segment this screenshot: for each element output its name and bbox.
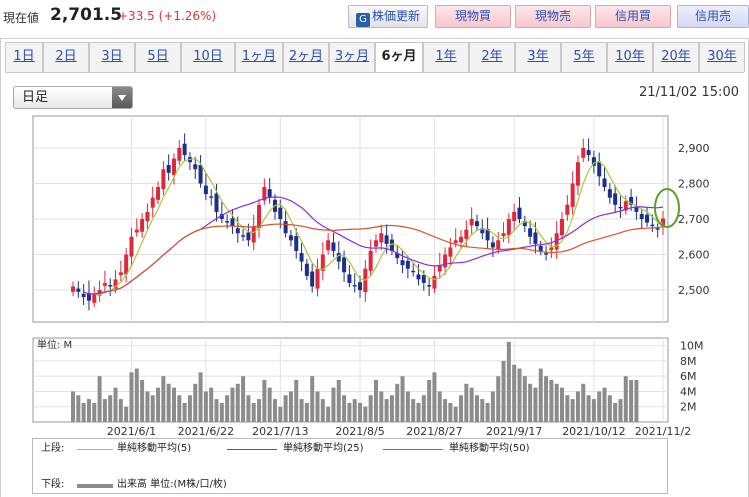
tab-2m[interactable]: 2ヶ月 — [283, 42, 329, 72]
legend-ma25-swatch — [227, 449, 277, 450]
tab-5d[interactable]: 5日 — [135, 42, 181, 72]
legend-top-label: 上段: — [41, 443, 65, 454]
legend-bottom-label: 下段: — [41, 479, 65, 490]
tab-1m[interactable]: 1ヶ月 — [235, 42, 283, 72]
tab-3y[interactable]: 3年 — [515, 42, 561, 72]
legend-ma5: 単純移動平均(5) — [117, 443, 192, 454]
tab-1y[interactable]: 1年 — [423, 42, 469, 72]
chevron-down-icon — [112, 87, 132, 108]
refresh-label: 株価更新 — [371, 9, 420, 23]
header-bar: 現在値 2,701.5 +33.5 (+1.26%) G 株価更新 現物買 現物売… — [0, 0, 749, 34]
tab-2d[interactable]: 2日 — [43, 42, 89, 72]
tab-6m[interactable]: 6ヶ月 — [375, 42, 423, 73]
legend-volume-swatch — [77, 484, 113, 488]
legend-ma25: 単純移動平均(25) — [283, 443, 364, 454]
legend-ma50-swatch — [383, 449, 443, 450]
tab-3d[interactable]: 3日 — [89, 42, 135, 72]
tab-3m[interactable]: 3ヶ月 — [329, 42, 375, 72]
cash-buy-button[interactable]: 現物買 — [435, 5, 511, 28]
tab-1d[interactable]: 1日 — [5, 42, 43, 72]
price-change: +33.5 (+1.26%) — [118, 9, 217, 23]
period-select-value: 日足 — [22, 90, 49, 105]
tab-2y[interactable]: 2年 — [469, 42, 515, 72]
legend-volume: 出来高 単位:(M株/口/枚) — [117, 479, 227, 490]
tab-10y[interactable]: 10年 — [607, 42, 653, 72]
cash-sell-button[interactable]: 現物売 — [515, 5, 591, 28]
current-price: 2,701.5 — [50, 5, 123, 25]
price-label: 現在値 — [3, 11, 40, 25]
margin-buy-button[interactable]: 信用買 — [595, 5, 671, 28]
tab-divider — [5, 72, 744, 73]
tab-5y[interactable]: 5年 — [561, 42, 607, 72]
refresh-icon: G — [355, 13, 370, 27]
margin-sell-button[interactable]: 信用売 — [677, 5, 749, 28]
timestamp: 21/11/02 15:00 — [639, 85, 739, 100]
tab-10d[interactable]: 10日 — [181, 42, 235, 72]
legend-ma5-swatch — [77, 449, 113, 450]
tab-20y[interactable]: 20年 — [653, 42, 699, 72]
refresh-button[interactable]: G 株価更新 — [348, 5, 428, 28]
tab-30y[interactable]: 30年 — [699, 42, 745, 72]
chart-legend: 上段: 単純移動平均(5) 単純移動平均(25) 単純移動平均(50) 下段: … — [32, 438, 668, 494]
legend-ma50: 単純移動平均(50) — [449, 443, 530, 454]
period-select[interactable]: 日足 — [13, 86, 133, 109]
